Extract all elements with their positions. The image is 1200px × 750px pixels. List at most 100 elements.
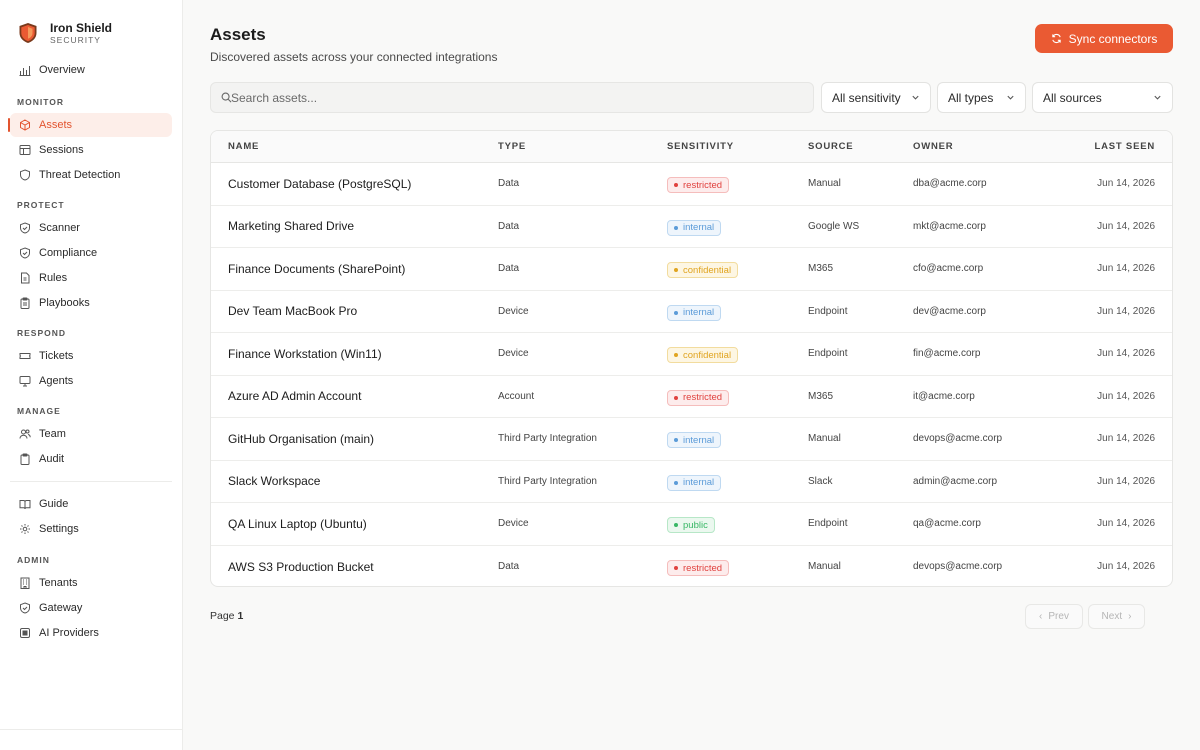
sidebar-item-playbooks[interactable]: Playbooks <box>10 291 172 315</box>
clipboard-icon <box>19 297 31 309</box>
sensitivity-badge: restricted <box>667 177 730 194</box>
sensitivity-badge: internal <box>667 474 722 491</box>
table-row[interactable]: Marketing Shared Drive Data internal Google… <box>211 206 1172 248</box>
asset-type: Account <box>498 390 535 402</box>
sidebar-item-scanner[interactable]: Scanner <box>10 216 172 240</box>
table-row[interactable]: Finance Workstation (Win11) Device confide… <box>211 333 1172 376</box>
sidebar-item-label: Rules <box>39 272 68 284</box>
asset-type: Data <box>498 561 520 573</box>
search-field[interactable] <box>210 82 814 113</box>
column-header-source[interactable]: SOURCE <box>808 141 854 152</box>
book-icon <box>19 498 31 510</box>
asset-source: Slack <box>808 475 833 487</box>
table-row[interactable]: Azure AD Admin Account Account restricted M… <box>211 376 1172 418</box>
sidebar-item-team[interactable]: Team <box>10 422 172 446</box>
page-indicator: Page 1 <box>210 610 243 622</box>
next-page-button[interactable]: Next › <box>1088 604 1145 629</box>
sidebar-item-ai-providers[interactable]: AI Providers <box>10 621 172 645</box>
status-dot-icon <box>674 353 678 358</box>
asset-name[interactable]: Finance Documents (SharePoint) <box>228 261 406 276</box>
asset-name[interactable]: AWS S3 Production Bucket <box>228 559 374 574</box>
asset-name[interactable]: Azure AD Admin Account <box>228 389 362 404</box>
table-row[interactable]: Dev Team MacBook Pro Device internal Endpoi… <box>211 291 1172 333</box>
sidebar-item-audit[interactable]: Audit <box>10 447 172 471</box>
sidebar-item-sessions[interactable]: Sessions <box>10 138 172 162</box>
asset-type: Device <box>498 348 529 360</box>
sidebar-item-settings[interactable]: Settings <box>10 517 172 541</box>
chevron-down-icon <box>1007 95 1014 100</box>
table-row[interactable]: Customer Database (PostgreSQL) Data restri… <box>211 163 1172 206</box>
table-header: NAME TYPE SENSITIVITY SOURCE OWNER LAST … <box>211 131 1172 163</box>
type-filter[interactable]: All types <box>937 82 1026 113</box>
chevron-down-icon <box>1154 95 1161 100</box>
asset-type: Data <box>498 220 520 232</box>
asset-type: Third Party Integration <box>498 433 597 445</box>
sidebar: Iron Shield SECURITY Overview MONITOR As… <box>0 0 183 750</box>
sidebar-item-label: Scanner <box>39 222 80 234</box>
sensitivity-badge: confidential <box>667 347 739 364</box>
sensitivity-cell: public <box>667 514 715 534</box>
sidebar-item-label: Tenants <box>39 577 78 589</box>
sensitivity-badge: restricted <box>667 389 730 406</box>
sensitivity-cell: confidential <box>667 259 739 279</box>
cube-icon <box>19 119 31 131</box>
column-header-name[interactable]: NAME <box>228 141 260 152</box>
sidebar-item-threat-detection[interactable]: Threat Detection <box>10 163 172 187</box>
sensitivity-cell: internal <box>667 302 722 321</box>
brand-name: Iron Shield <box>50 20 113 35</box>
sidebar-item-rules[interactable]: Rules <box>10 266 172 290</box>
status-dot-icon <box>674 438 678 443</box>
assets-table: NAME TYPE SENSITIVITY SOURCE OWNER LAST … <box>210 130 1173 587</box>
asset-owner: qa@acme.corp <box>913 518 981 530</box>
table-row[interactable]: GitHub Organisation (main) Third Party In… <box>211 418 1172 461</box>
sidebar-item-agents[interactable]: Agents <box>10 369 172 393</box>
asset-name[interactable]: Customer Database (PostgreSQL) <box>228 176 412 191</box>
column-header-sensitivity[interactable]: SENSITIVITY <box>667 141 734 152</box>
sidebar-item-tickets[interactable]: Tickets <box>10 344 172 368</box>
type-filter-value: All types <box>948 90 994 105</box>
sync-connectors-button[interactable]: Sync connectors <box>1035 24 1173 53</box>
sidebar-item-overview[interactable]: Overview <box>10 58 172 82</box>
sidebar-item-assets[interactable]: Assets <box>8 113 172 137</box>
sidebar-item-tenants[interactable]: Tenants <box>10 571 172 595</box>
asset-name[interactable]: Dev Team MacBook Pro <box>228 304 358 319</box>
document-icon <box>19 272 31 284</box>
asset-name[interactable]: GitHub Organisation (main) <box>228 431 375 446</box>
sensitivity-filter[interactable]: All sensitivity <box>821 82 931 113</box>
column-header-type[interactable]: TYPE <box>498 141 527 152</box>
sidebar-item-label: Guide <box>39 498 69 510</box>
asset-name[interactable]: QA Linux Laptop (Ubuntu) <box>228 516 367 531</box>
asset-last-seen: Jun 14, 2026 <box>1097 475 1155 487</box>
asset-last-seen: Jun 14, 2026 <box>1097 305 1155 317</box>
chevron-left-icon: ‹ <box>1039 611 1043 622</box>
chevron-down-icon <box>912 95 919 100</box>
asset-last-seen: Jun 14, 2026 <box>1097 390 1155 402</box>
sensitivity-badge: public <box>667 517 715 534</box>
asset-owner: devops@acme.corp <box>913 561 1003 573</box>
column-header-owner[interactable]: OWNER <box>913 141 954 152</box>
asset-owner: admin@acme.corp <box>913 475 998 487</box>
asset-source: Google WS <box>808 220 860 232</box>
brand[interactable]: Iron Shield SECURITY <box>0 0 182 50</box>
search-input[interactable] <box>231 90 791 105</box>
asset-source: M365 <box>808 263 834 275</box>
sensitivity-filter-value: All sensitivity <box>832 90 901 105</box>
table-row[interactable]: QA Linux Laptop (Ubuntu) Device public Endp… <box>211 503 1172 546</box>
table-row[interactable]: AWS S3 Production Bucket Data restricted Ma… <box>211 546 1172 587</box>
sidebar-item-guide[interactable]: Guide <box>10 492 172 516</box>
source-filter[interactable]: All sources <box>1032 82 1173 113</box>
prev-page-button[interactable]: ‹ Prev <box>1025 604 1083 629</box>
table-row[interactable]: Finance Documents (SharePoint) Data confid… <box>211 248 1172 291</box>
sensitivity-cell: restricted <box>667 174 730 194</box>
page-title: Assets <box>210 25 266 44</box>
asset-name[interactable]: Finance Workstation (Win11) <box>228 346 382 361</box>
sensitivity-label: confidential <box>683 264 732 276</box>
section-manage: MANAGE <box>17 406 61 416</box>
sidebar-item-compliance[interactable]: Compliance <box>10 241 172 265</box>
column-header-last-seen[interactable]: LAST SEEN <box>1094 141 1155 152</box>
sensitivity-cell: internal <box>667 472 722 491</box>
table-row[interactable]: Slack Workspace Third Party Integration in… <box>211 461 1172 503</box>
sidebar-item-gateway[interactable]: Gateway <box>10 596 172 620</box>
asset-name[interactable]: Slack Workspace <box>228 474 321 489</box>
asset-name[interactable]: Marketing Shared Drive <box>228 219 355 234</box>
